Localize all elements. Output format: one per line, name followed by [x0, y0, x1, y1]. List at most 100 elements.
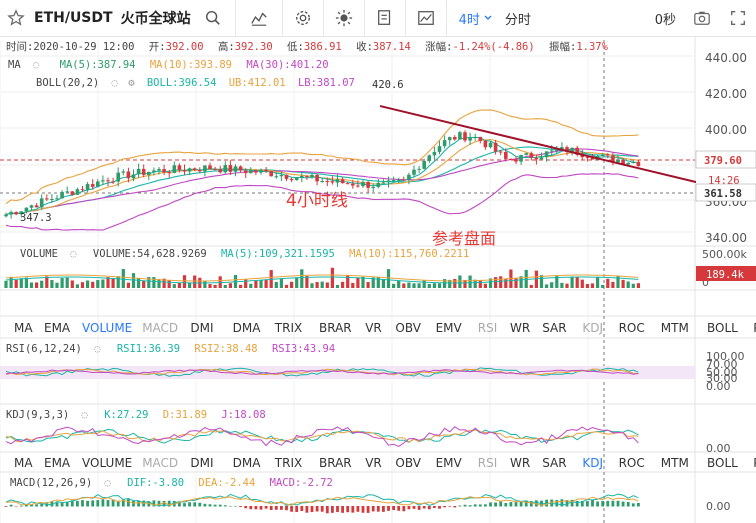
indicator-tab-brar[interactable]: BRAR [319, 321, 352, 335]
volume-bar [631, 283, 635, 288]
indicator-tab-kdj[interactable]: KDJ [582, 321, 603, 335]
indicator-tab-sar[interactable]: SAR [542, 321, 566, 335]
fullscreen-icon[interactable] [726, 0, 750, 36]
indicator-tab-dmi[interactable]: DMI [190, 321, 213, 335]
indicator-tab-wr[interactable]: WR [510, 456, 530, 470]
indicator-tab-boll[interactable]: BOLL [707, 456, 738, 470]
indicator-tab-trix[interactable]: TRIX [274, 456, 302, 470]
boll-settings-icon[interactable]: ⚙ [127, 77, 135, 89]
camera-icon[interactable] [688, 0, 716, 36]
candle-body [75, 189, 80, 195]
indicator-tab-rsi[interactable]: RSI [478, 456, 498, 470]
template-icon[interactable] [365, 0, 405, 36]
macd-bar [198, 502, 202, 507]
candle-body [279, 174, 284, 177]
volume-eye-icon[interactable]: ◌ [70, 248, 77, 260]
boll-mid-line [5, 146, 639, 216]
indicator-tab-brar[interactable]: BRAR [319, 456, 352, 470]
indicator-tab-psy[interactable]: PSY [753, 456, 756, 470]
macd-bar [70, 500, 74, 507]
volume-bar [376, 277, 380, 288]
macd-bar [295, 506, 299, 512]
macd-bar [438, 506, 441, 509]
volume-bar [172, 284, 176, 288]
kdj-name: KDJ(9,3,3) [6, 409, 69, 421]
indicator-tab-mtm[interactable]: MTM [661, 321, 689, 335]
volume-bar [203, 281, 207, 288]
indicator-tab-kdj[interactable]: KDJ [582, 456, 603, 470]
indicator-tab-rsi[interactable]: RSI [478, 321, 498, 335]
favorite-star-icon[interactable] [6, 0, 26, 36]
volume-bar [4, 280, 8, 288]
ma-eye-icon[interactable]: ◌ [33, 59, 40, 71]
indicator-tab-ema[interactable]: EMA [44, 456, 71, 470]
indicator-tab-dmi[interactable]: DMI [190, 456, 213, 470]
candle-body [157, 169, 161, 171]
indicator-tab-roc[interactable]: ROC [619, 321, 645, 335]
toolbar-divider [234, 0, 236, 36]
price-axis-label: 440.00 [705, 51, 747, 65]
macd-dea-value: DEA:-2.44 [198, 477, 255, 489]
indicator-tab-emv[interactable]: EMV [436, 456, 463, 470]
boll-lower-line [5, 173, 639, 231]
indicator-tab-ema[interactable]: EMA [44, 321, 71, 335]
rsi-eye-icon[interactable]: ◌ [94, 343, 101, 355]
candle-body [228, 165, 233, 172]
candle-body [361, 181, 365, 187]
macd-eye-icon[interactable]: ◌ [105, 477, 112, 489]
image-chart-icon[interactable] [406, 0, 446, 36]
indicator-tab-volume[interactable]: VOLUME [82, 456, 132, 470]
kdj-eye-icon[interactable]: ◌ [82, 409, 89, 421]
trend-line[interactable] [379, 105, 701, 184]
indicator-tab-dma[interactable]: DMA [233, 456, 262, 470]
indicator-tab-obv[interactable]: OBV [395, 456, 421, 470]
volume-bar [402, 283, 406, 288]
boll-eye-icon[interactable]: ◌ [112, 77, 119, 89]
price-axis-label: 400.00 [705, 123, 747, 137]
macd-bar [65, 502, 69, 507]
indicator-tab-macd[interactable]: MACD [142, 456, 178, 470]
indicator-tab-ma[interactable]: MA [14, 456, 33, 470]
indicator-tab-macd[interactable]: MACD [142, 321, 178, 335]
amp-label: 振幅: [549, 40, 576, 53]
settings-gear-icon[interactable] [283, 0, 323, 36]
indicator-tab-sar[interactable]: SAR [542, 456, 566, 470]
volume-bar [300, 269, 304, 288]
volume-bar [19, 278, 23, 288]
theme-sun-icon[interactable] [324, 0, 364, 36]
indicator-tab-dma[interactable]: DMA [233, 321, 262, 335]
candle-body [50, 199, 54, 201]
volume-bar [621, 279, 625, 288]
indicator-tab-emv[interactable]: EMV [436, 321, 463, 335]
indicator-tab-boll[interactable]: BOLL [707, 321, 738, 335]
indicator-tab-ma[interactable]: MA [14, 321, 33, 335]
indicator-tab-vr[interactable]: VR [365, 321, 382, 335]
candle-body [34, 205, 39, 208]
macd-bar [101, 499, 105, 507]
price-tag-current: 379.60 [695, 150, 756, 169]
candle-body [560, 147, 564, 150]
macd-bar [468, 505, 472, 507]
volume-bar [458, 275, 462, 288]
indicator-tab-trix[interactable]: TRIX [274, 321, 302, 335]
indicator-tab-volume[interactable]: VOLUME [82, 321, 132, 335]
candle-body [539, 157, 544, 160]
kline-chart[interactable]: 时间:2020-10-29 12:00 开:392.00 高:392.30 低:… [0, 36, 756, 523]
search-icon[interactable] [201, 0, 225, 36]
indicator-tab-mtm[interactable]: MTM [661, 456, 689, 470]
macd-bar [443, 506, 446, 508]
macd-bar [489, 502, 492, 507]
chevron-down-icon [484, 15, 492, 20]
volume-bar [555, 275, 559, 288]
indicator-tab-roc[interactable]: ROC [619, 456, 645, 470]
indicator-tab-wr[interactable]: WR [510, 321, 530, 335]
tab-timeshare[interactable]: 分时 [505, 0, 531, 36]
indicator-tab-vr[interactable]: VR [365, 456, 382, 470]
indicator-tab-psy[interactable]: PSY [753, 321, 756, 335]
indicator-tab-obv[interactable]: OBV [395, 321, 421, 335]
low-label: 低: [287, 40, 304, 53]
candle-body [519, 154, 523, 162]
timeframe-select[interactable]: 4时 [459, 0, 493, 36]
indicator-chart-icon[interactable] [236, 0, 282, 36]
macd-dif-value: DIF:-3.80 [127, 477, 184, 489]
